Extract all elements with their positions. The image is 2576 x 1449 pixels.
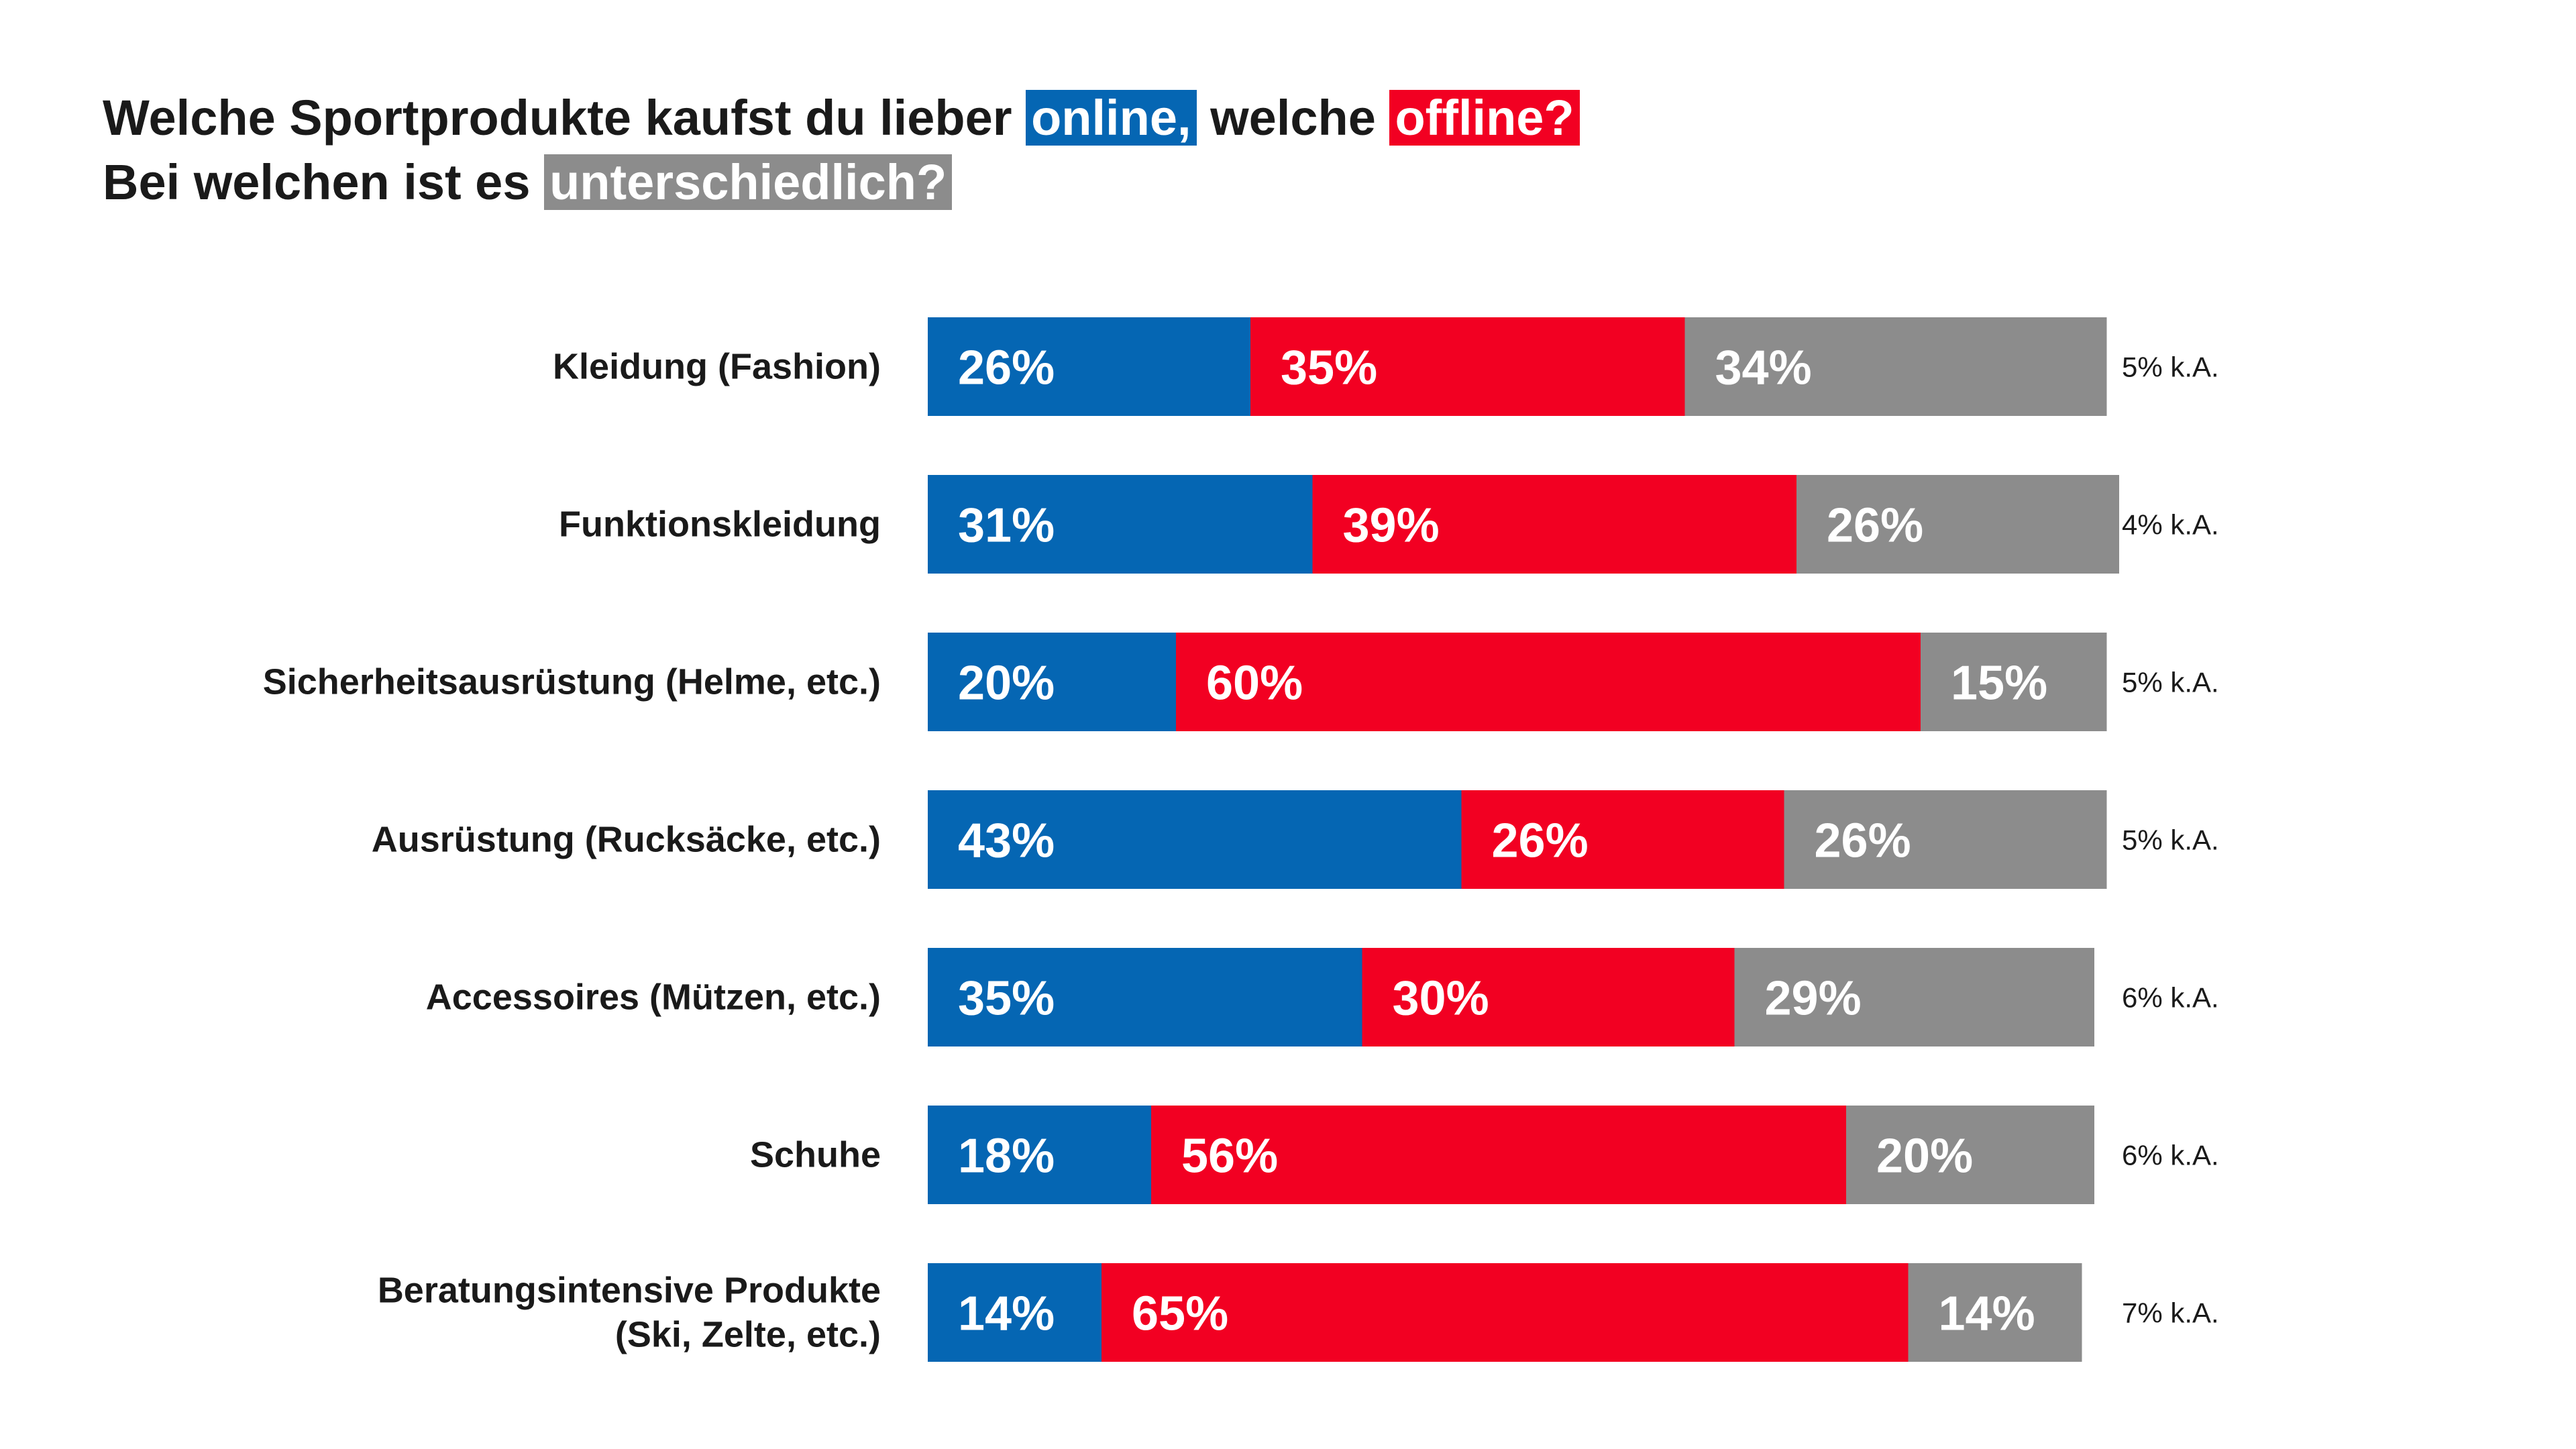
category-label: Funktionskleidung [559, 504, 881, 545]
data-label-offline: 26% [1492, 814, 1589, 868]
bar-segment-unterschiedlich [1921, 633, 2107, 731]
data-label-offline: 39% [1343, 499, 1440, 553]
title-line-1: Welche Sportprodukte kaufst du lieber on… [103, 86, 1580, 150]
bar-segment-online [928, 948, 1362, 1046]
data-label-unterschiedlich: 26% [1827, 499, 1923, 553]
bar-segment-offline [1102, 1263, 1909, 1362]
chart-title: Welche Sportprodukte kaufst du lieber on… [103, 86, 1580, 215]
data-label-online: 31% [958, 499, 1055, 553]
data-label-unterschiedlich: 15% [1951, 657, 2047, 710]
title-text-3: Bei welchen ist es [103, 154, 531, 210]
no-answer-label: 5% k.A. [2122, 667, 2219, 698]
bar-segment-offline [1250, 317, 1685, 416]
data-label-offline: 65% [1132, 1287, 1228, 1341]
no-answer-label: 6% k.A. [2122, 1140, 2219, 1171]
bar-segment-unterschiedlich [1734, 948, 2094, 1046]
category-label: Beratungsintensive Produkte [378, 1271, 881, 1311]
offline-highlight: offline? [1389, 90, 1580, 146]
bar-segment-unterschiedlich [1784, 790, 2107, 889]
bar-segment-online [928, 317, 1250, 416]
data-label-online: 26% [958, 341, 1055, 395]
bar-segment-online [928, 475, 1313, 574]
data-label-offline: 35% [1281, 341, 1377, 395]
no-answer-label: 4% k.A. [2122, 509, 2219, 541]
data-label-online: 20% [958, 657, 1055, 710]
no-answer-label: 7% k.A. [2122, 1297, 2219, 1329]
bar-segment-offline [1362, 948, 1735, 1046]
bar-segment-unterschiedlich [1908, 1263, 2082, 1362]
bar-segment-unterschiedlich [1846, 1106, 2094, 1204]
no-answer-label: 6% k.A. [2122, 982, 2219, 1014]
bar-segment-offline [1312, 475, 1796, 574]
category-label: Kleidung (Fashion) [553, 347, 881, 387]
bar-segment-offline [1151, 1106, 1846, 1204]
title-text-2: welche [1210, 90, 1376, 146]
category-label: Schuhe [750, 1135, 881, 1175]
online-highlight: online, [1026, 90, 1197, 146]
data-label-online: 14% [958, 1287, 1055, 1341]
bar-segment-unterschiedlich [1796, 475, 2119, 574]
data-label-online: 43% [958, 814, 1055, 868]
data-label-online: 18% [958, 1130, 1055, 1183]
bar-segment-online [928, 1106, 1151, 1204]
data-label-online: 35% [958, 972, 1055, 1026]
bar-segment-online [928, 790, 1462, 889]
different-highlight: unterschiedlich? [544, 154, 953, 210]
data-label-unterschiedlich: 34% [1715, 341, 1812, 395]
title-text-1: Welche Sportprodukte kaufst du lieber [103, 90, 1012, 146]
bar-segment-offline [1461, 790, 1784, 889]
category-label: Ausrüstung (Rucksäcke, etc.) [372, 820, 881, 860]
bar-segment-offline [1176, 633, 1921, 731]
data-label-offline: 60% [1206, 657, 1303, 710]
bar-segment-online [928, 633, 1176, 731]
data-label-offline: 30% [1393, 972, 1489, 1026]
data-label-unterschiedlich: 26% [1815, 814, 1911, 868]
category-label: Sicherheitsausrüstung (Helme, etc.) [263, 662, 881, 702]
data-label-unterschiedlich: 29% [1765, 972, 1862, 1026]
data-label-unterschiedlich: 14% [1939, 1287, 2035, 1341]
title-line-2: Bei welchen ist es unterschiedlich? [103, 150, 1580, 215]
data-label-unterschiedlich: 20% [1876, 1130, 1973, 1183]
no-answer-label: 5% k.A. [2122, 824, 2219, 856]
bar-segment-unterschiedlich [1684, 317, 2107, 416]
no-answer-label: 5% k.A. [2122, 352, 2219, 383]
bar-segment-online [928, 1263, 1102, 1362]
data-label-offline: 56% [1181, 1130, 1278, 1183]
category-label: Accessoires (Mützen, etc.) [426, 977, 881, 1018]
category-label: (Ski, Zelte, etc.) [615, 1315, 881, 1355]
